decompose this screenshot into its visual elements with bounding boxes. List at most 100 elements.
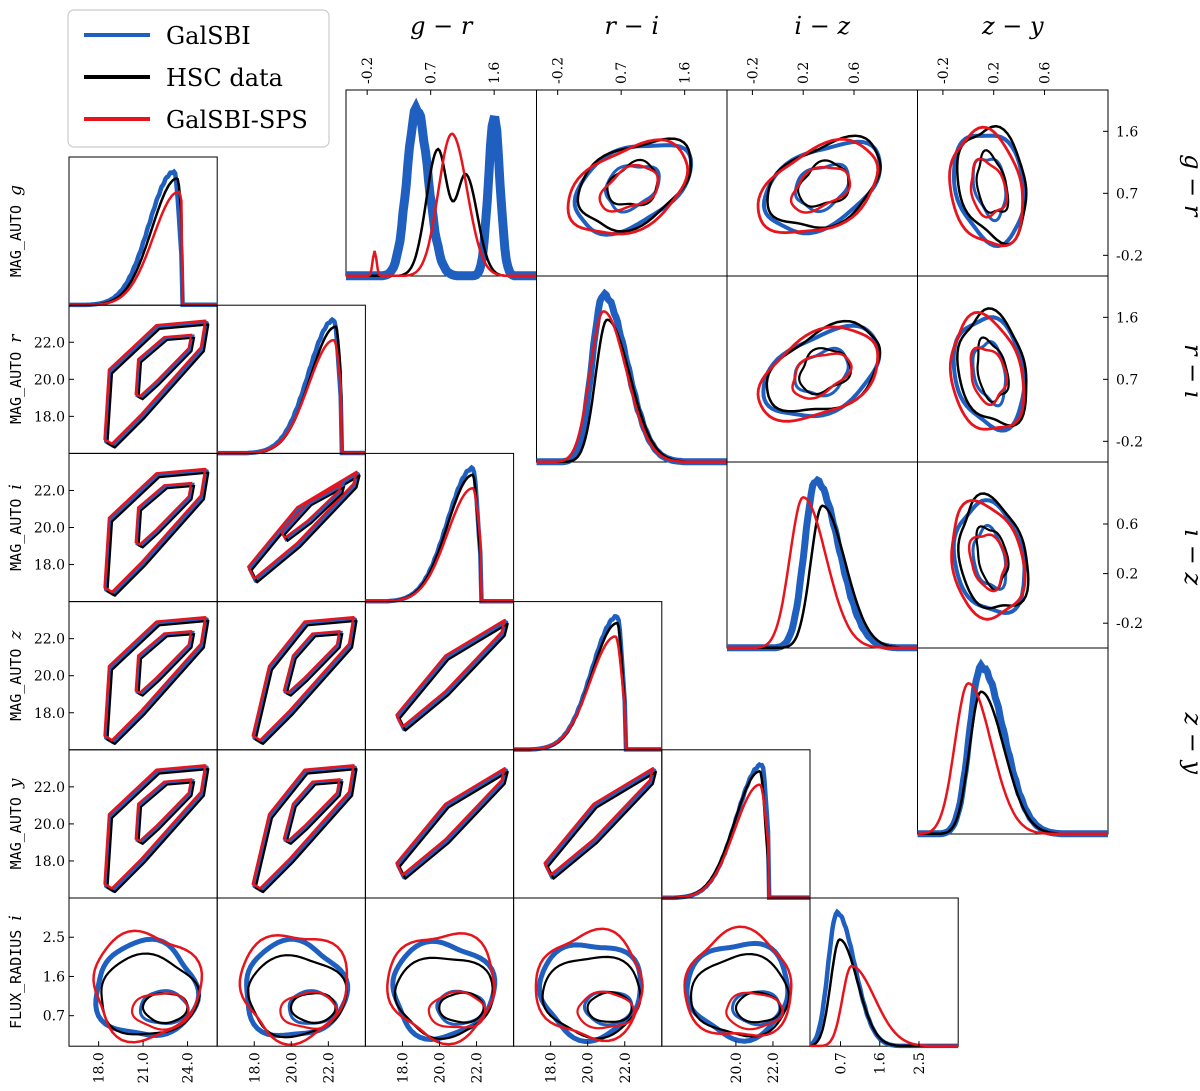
contour-galsbi-outer <box>252 617 357 745</box>
contour-galsbi-inner <box>971 523 1008 591</box>
x-tick-label: -0.2 <box>551 57 567 84</box>
contour-sps-outer <box>543 767 655 877</box>
contour-galsbi-outer <box>761 323 882 419</box>
hist-galsbi <box>69 168 218 308</box>
x-tick-label: 18.0 <box>395 1052 411 1083</box>
contour-galsbi-outer <box>544 768 657 880</box>
hist-sps <box>917 681 1108 835</box>
panel-lower-mag_y-vs-mag_r <box>216 749 366 899</box>
right-axis-label-z_y: z − y <box>1179 711 1200 774</box>
contour-sps-outer <box>238 934 349 1046</box>
top-axis-label-g_r: g − r <box>410 12 474 40</box>
contour-galsbi-inner <box>730 990 782 1027</box>
panel-lower-flux_radius_i-vs-mag_i: 18.0 20.0 22.0 <box>364 897 515 1083</box>
contour-hsc-outer <box>100 952 201 1036</box>
legend: GalSBI HSC data GalSBI-SPS <box>67 9 330 148</box>
contour-sps-inner <box>134 333 193 398</box>
hist-galsbi <box>365 464 514 604</box>
panel-upper-g_r-vs-r_i: -0.2 0.7 1.6 <box>536 57 728 277</box>
contour-sps-inner <box>969 346 1009 407</box>
panel-frame <box>68 156 218 306</box>
contour-sps-outer <box>395 618 506 729</box>
x-tick-label: 18.0 <box>544 1052 560 1083</box>
y-tick-label: 0.7 <box>43 1009 65 1025</box>
y-tick-label: 18.0 <box>34 558 65 574</box>
contour-sps-inner <box>134 629 193 695</box>
contour-hsc-inner <box>734 991 782 1024</box>
x-tick-label: 20.0 <box>433 1052 449 1083</box>
panel-frame <box>68 304 218 454</box>
contour-hsc-inner <box>137 336 196 401</box>
contour-sps-inner <box>427 990 487 1029</box>
contour-hsc-outer <box>254 768 358 894</box>
x-tick-label: 22.0 <box>766 1052 782 1083</box>
hist-galsbi <box>661 761 810 900</box>
contour-hsc-inner <box>797 159 850 208</box>
x-tick-label: 21.0 <box>136 1052 152 1083</box>
legend-label-galsbi: GalSBI <box>166 22 251 50</box>
panel-lower-flux_radius_i-vs-mag_r: 18.0 20.0 22.0 <box>216 897 366 1083</box>
hist-hsc <box>809 938 959 1048</box>
contour-hsc-outer <box>106 471 210 597</box>
panel-frame <box>513 601 663 751</box>
x-tick-label: 22.0 <box>321 1052 337 1083</box>
x-tick-label: 2.5 <box>912 1052 928 1074</box>
panel-frame <box>536 89 728 277</box>
y-axis-label-flux_radius_i: FLUX_RADIUS i <box>6 915 26 1029</box>
contour-galsbi-outer <box>93 936 202 1039</box>
panel-frame <box>68 749 218 899</box>
x-tick-label: -0.2 <box>745 57 761 84</box>
contour-hsc-inner <box>137 484 196 549</box>
contour-sps-outer <box>103 467 207 594</box>
contour-sps-inner <box>134 481 193 546</box>
contour-galsbi-outer <box>396 768 509 880</box>
contour-sps-inner <box>282 629 341 695</box>
hist-sps <box>346 132 537 277</box>
contour-sps-outer <box>395 767 506 877</box>
panel-lower-mag_i-vs-mag_r <box>216 452 366 603</box>
panel-lower-flux_radius_i-vs-mag_y: 20.0 22.0 <box>661 897 811 1083</box>
panel-lower-mag_z-vs-mag_g: 18.0 20.0 22.0 <box>34 601 218 751</box>
x-tick-label: 0.7 <box>614 62 630 84</box>
hist-sps <box>661 783 810 899</box>
contour-sps-outer <box>386 932 496 1046</box>
contour-hsc-outer <box>398 770 509 880</box>
contour-sps-outer <box>103 764 207 890</box>
x-tick-label: 22.0 <box>470 1052 486 1083</box>
contour-hsc-outer <box>254 619 358 745</box>
contour-sps-outer <box>950 499 1027 621</box>
contour-hsc-inner <box>975 149 1010 214</box>
contour-sps-outer <box>251 615 355 742</box>
hist-sps <box>536 310 727 463</box>
x-tick-label: -0.2 <box>936 57 952 84</box>
panel-lower-flux_radius_i-vs-mag_z: 18.0 20.0 22.0 <box>513 897 663 1083</box>
contour-hsc-inner <box>438 991 485 1024</box>
panel-lower-mag_z-vs-mag_i <box>364 601 515 751</box>
contour-galsbi-outer <box>390 938 498 1043</box>
contour-galsbi-inner <box>135 630 195 697</box>
legend-label-hsc: HSC data <box>166 64 283 92</box>
contour-galsbi-outer <box>104 321 209 448</box>
panel-upper-r_i-vs-z_y: -0.2 0.7 1.6 <box>917 275 1143 463</box>
contour-galsbi-inner <box>135 482 195 549</box>
contour-hsc-inner <box>137 781 196 846</box>
y-tick-label: 20.0 <box>34 669 65 685</box>
contour-galsbi-outer <box>951 498 1027 616</box>
contour-sps-outer <box>534 927 644 1043</box>
contour-hsc-inner <box>283 485 346 543</box>
contour-sps-outer <box>566 138 690 236</box>
contour-sps-inner <box>280 482 343 540</box>
y-tick-label: 0.7 <box>1116 186 1138 202</box>
top-axis-label-r_i: r − i <box>604 12 659 40</box>
hist-hsc <box>661 769 810 899</box>
panel-upper-z_y-vs-z_y <box>917 647 1109 838</box>
y-axis-label-mag_g: MAG_AUTO g <box>6 185 26 277</box>
x-tick-label: 18.0 <box>247 1052 263 1083</box>
contour-sps-inner <box>725 991 785 1031</box>
panel-frame <box>364 601 515 751</box>
panel-frame <box>726 275 918 463</box>
contour-hsc-outer <box>546 770 657 880</box>
contour-hsc-inner <box>285 781 344 846</box>
contour-hsc-inner <box>586 991 634 1023</box>
